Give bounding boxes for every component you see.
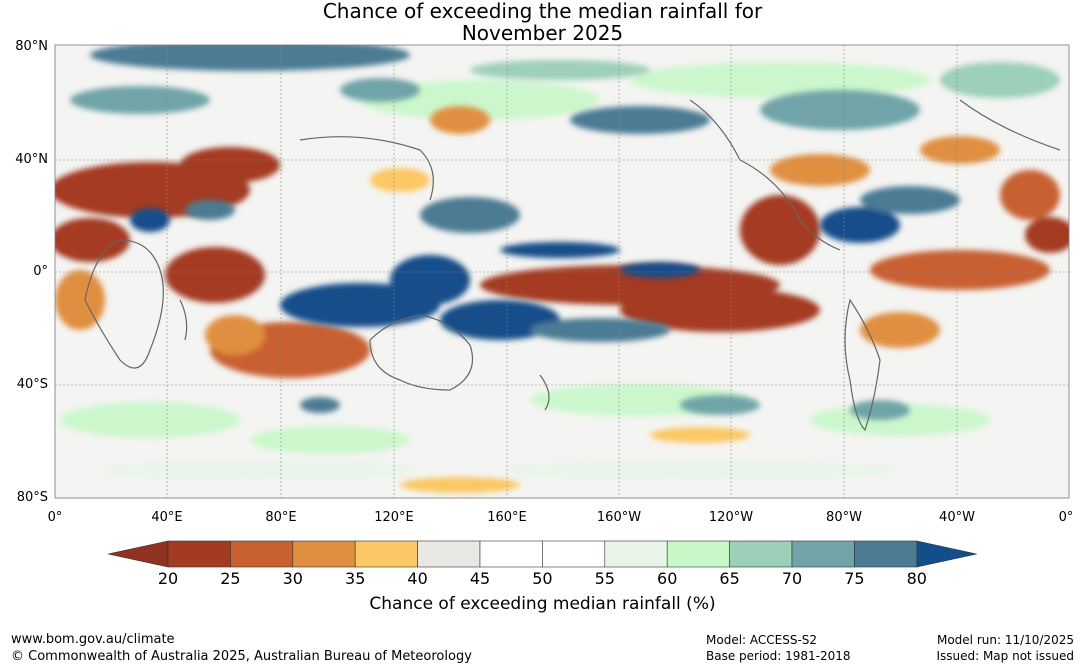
colorbar-tick-label: 20 (158, 569, 178, 588)
lat-label-80n: 80°N (15, 39, 48, 54)
title-line-2: November 2025 (461, 21, 624, 45)
colorbar-swatch (854, 540, 918, 568)
lat-label-40s: 40°S (16, 377, 48, 392)
colorbar-tick-label: 80 (907, 569, 927, 588)
coastlines (84, 99, 1061, 432)
colorbar-swatch (791, 540, 855, 568)
copyright-text: © Commonwealth of Australia 2025, Austra… (11, 649, 472, 664)
title-line-1: Chance of exceeding the median rainfall … (322, 0, 763, 23)
lon-label-160e: 160°E (487, 510, 527, 525)
colorbar-swatch (666, 540, 730, 568)
legend-title: Chance of exceeding median rainfall (%) (369, 594, 716, 614)
colorbar-swatch (167, 540, 231, 568)
footer-run: Model run: 11/10/2025 Issued: Map not is… (936, 632, 1074, 664)
model-name: Model: ACCESS-S2 (706, 633, 818, 647)
lon-label-80e: 80°E (265, 510, 297, 525)
lon-label-80w: 80°W (826, 510, 862, 525)
colorbar-swatch (417, 540, 481, 568)
colorbar-high-arrow (916, 540, 977, 568)
website-link[interactable]: www.bom.gov.au/climate (11, 632, 175, 647)
lon-label-120w: 120°W (708, 510, 754, 525)
colorbar-tick-label: 70 (782, 569, 802, 588)
lon-label-0-right: 0° (1058, 510, 1074, 525)
rainfall-map: 20 25 30 35 40 45 50 55 60 65 70 75 80 (54, 44, 1070, 588)
arctic-wet-region (70, 45, 1060, 134)
colorbar-tick-label: 55 (595, 569, 615, 588)
colorbar-swatch (604, 540, 668, 568)
footer-left: www.bom.gov.au/climate © Commonwealth of… (11, 631, 472, 665)
lon-label-160w: 160°W (596, 510, 642, 525)
colorbar-tick-label: 40 (407, 569, 427, 588)
colorbar: 20 25 30 35 40 45 50 55 60 65 70 75 80 (107, 540, 977, 588)
graticule (55, 45, 1069, 498)
colorbar-tick-label: 50 (532, 569, 552, 588)
map-title: Chance of exceeding the median rainfall … (0, 0, 1085, 44)
lon-label-0-left: 0° (47, 510, 63, 525)
model-run: Model run: 11/10/2025 (936, 633, 1074, 647)
lat-label-0: 0° (33, 264, 48, 279)
colorbar-swatch (479, 540, 543, 568)
wet-regions (130, 186, 960, 420)
lon-label-40e: 40°E (151, 510, 183, 525)
colorbar-low-arrow (107, 540, 169, 568)
colorbar-tick-label: 65 (719, 569, 739, 588)
dry-regions (55, 106, 1069, 493)
colorbar-swatch (230, 540, 294, 568)
colorbar-tick-label: 30 (283, 569, 303, 588)
colorbar-tick-label: 75 (844, 569, 864, 588)
issued-status: Issued: Map not issued (936, 649, 1074, 663)
colorbar-swatch (729, 540, 793, 568)
colorbar-tick-label: 45 (470, 569, 490, 588)
footer-model: Model: ACCESS-S2 Base period: 1981-2018 (706, 632, 851, 664)
lon-label-120e: 120°E (374, 510, 414, 525)
colorbar-tick-label: 35 (345, 569, 365, 588)
colorbar-tick-label: 25 (220, 569, 240, 588)
base-period: Base period: 1981-2018 (706, 649, 851, 663)
colorbar-swatch (354, 540, 418, 568)
colorbar-swatch (292, 540, 356, 568)
map-frame (54, 44, 1070, 499)
lat-label-40n: 40°N (15, 152, 48, 167)
colorbar-swatch (542, 540, 606, 568)
colorbar-tick-label: 60 (657, 569, 677, 588)
lat-label-80s: 80°S (16, 490, 48, 505)
lon-label-40w: 40°W (939, 510, 975, 525)
